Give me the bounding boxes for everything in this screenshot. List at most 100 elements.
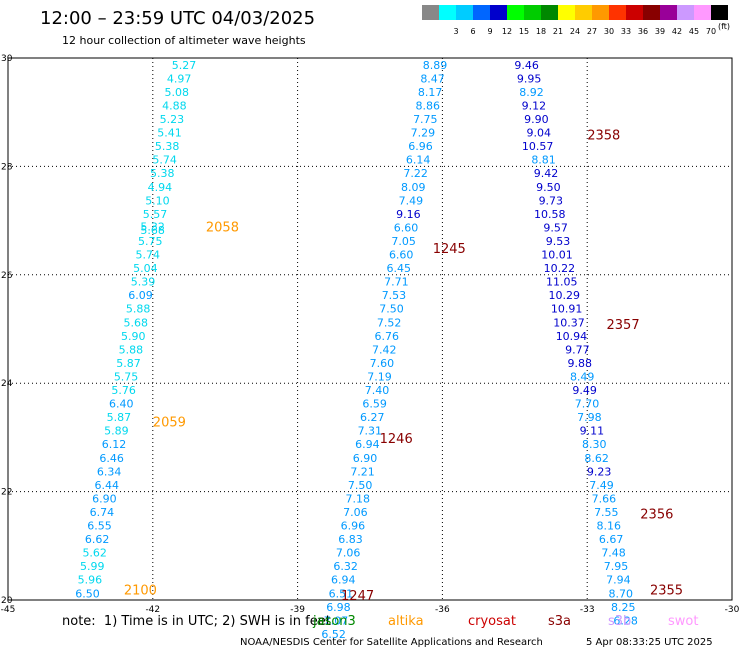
x-tick-label: -45 [1, 605, 16, 615]
satellite-cryosat: cryosat [468, 614, 516, 629]
wave-height-value: 7.06 [336, 547, 361, 560]
wave-height-value: 5.75 [114, 370, 139, 383]
legend-swatch [541, 5, 558, 20]
wave-height-value: 9.23 [587, 465, 612, 478]
y-tick-label: 24 [1, 379, 13, 389]
wave-height-value: 6.76 [374, 330, 399, 343]
legend-swatch [575, 5, 592, 20]
legend-label: 21 [552, 27, 564, 36]
pass-time-label: 2355 [650, 584, 683, 599]
legend-swatch [626, 5, 643, 20]
wave-height-value: 5.68 [140, 224, 165, 237]
legend-swatch [558, 5, 575, 20]
wave-height-value: 6.55 [87, 520, 112, 533]
wave-height-value: 6.94 [355, 438, 380, 451]
satellite-jason3: jason3 [313, 614, 356, 629]
pass-time-label: 2100 [124, 584, 157, 599]
map-title: 12:00 – 23:59 UTC 04/03/2025 [40, 8, 316, 29]
wave-height-value: 5.41 [157, 127, 182, 140]
wave-height-value: 5.32 [140, 220, 165, 233]
wave-height-value: 8.81 [531, 154, 556, 167]
y-tick-label: 22 [1, 488, 12, 498]
wave-height-value: 8.92 [519, 86, 544, 99]
wave-height-value: 5.08 [165, 86, 190, 99]
wave-height-value: 5.76 [111, 384, 136, 397]
generated-timestamp: 5 Apr 08:33:25 UTC 2025 [586, 637, 713, 648]
wave-height-value: 8.86 [415, 99, 440, 112]
wave-height-value: 4.94 [148, 181, 173, 194]
wave-height-value: 5.96 [78, 574, 103, 587]
wave-height-value: 10.91 [551, 303, 583, 316]
wave-height-value: 7.71 [384, 276, 409, 289]
wave-height-value: 6.94 [331, 574, 356, 587]
wave-height-value: 6.44 [95, 479, 120, 492]
y-tick-label: 30 [1, 54, 13, 64]
legend-swatch [660, 5, 677, 20]
wave-height-value: 6.90 [353, 452, 378, 465]
wave-height-value: 8.89 [423, 59, 448, 72]
legend-swatch [609, 5, 626, 20]
wave-height-value: 10.22 [544, 262, 576, 275]
wave-height-value: 6.40 [109, 398, 134, 411]
wave-height-value: 8.62 [584, 452, 609, 465]
wave-height-value: 6.52 [321, 628, 346, 641]
pass-time-label: 2356 [640, 508, 673, 523]
legend-unit: (ft) [718, 22, 731, 31]
legend-label: 9 [487, 27, 493, 36]
pass-time-label: 2058 [206, 220, 239, 235]
legend-label: 70 [705, 27, 717, 36]
wave-height-value: 7.05 [391, 235, 416, 248]
wave-height-value: 5.99 [80, 560, 105, 573]
legend-label: 24 [569, 27, 581, 36]
wave-height-value: 4.88 [162, 99, 187, 112]
y-tick-label: 20 [1, 596, 13, 606]
wave-height-value: 5.04 [133, 262, 158, 275]
wave-height-value: 7.95 [604, 560, 629, 573]
legend-swatch [456, 5, 473, 20]
x-tick-label: -39 [290, 605, 305, 615]
pass-time-label: 2358 [587, 128, 620, 143]
legend-label: 33 [620, 27, 632, 36]
wave-height-value: 7.94 [606, 574, 631, 587]
wave-height-value: 9.04 [527, 127, 552, 140]
credit-line: NOAA/NESDIS Center for Satellite Applica… [240, 637, 543, 648]
wave-height-value: 7.31 [358, 425, 383, 438]
y-tick-label: 28 [1, 162, 13, 172]
wave-height-value: 10.94 [556, 330, 588, 343]
wave-height-value: 9.16 [396, 208, 421, 221]
wave-height-value: 5.88 [126, 303, 151, 316]
wave-height-value: 7.98 [577, 411, 602, 424]
satellite-altika: altika [388, 614, 424, 629]
wave-height-value: 7.06 [343, 506, 368, 519]
legend-label: 18 [535, 27, 547, 36]
footnote: note: 1) Time is in UTC; 2) SWH is in fe… [62, 614, 331, 629]
wave-height-value: 6.34 [97, 465, 122, 478]
wave-height-value: 10.58 [534, 208, 566, 221]
map-frame [7, 57, 733, 601]
wave-height-value: 5.88 [119, 343, 144, 356]
wave-height-value: 5.57 [143, 208, 168, 221]
wave-height-value: 9.88 [568, 357, 593, 370]
legend-label: 6 [470, 27, 476, 36]
pass-time-label: 2059 [153, 416, 186, 431]
wave-height-value: 6.83 [338, 533, 363, 546]
legend-swatch [694, 5, 711, 20]
satellite-s3a: s3a [548, 614, 572, 629]
wave-height-value: 8.25 [611, 601, 636, 614]
wave-height-value: 7.19 [367, 370, 392, 383]
wave-height-value: 9.42 [534, 167, 559, 180]
wave-height-value: 5.89 [104, 425, 129, 438]
wave-height-value: 7.66 [592, 492, 617, 505]
pass-time-label: 1246 [380, 432, 413, 447]
wave-height-value: 7.22 [403, 167, 428, 180]
wave-height-value: 9.46 [514, 59, 539, 72]
wave-height-value: 9.57 [543, 221, 568, 234]
legend-label: 12 [501, 27, 513, 36]
wave-height-value: 6.45 [387, 262, 412, 275]
wave-height-value: 6.74 [90, 506, 115, 519]
x-tick-label: -30 [725, 605, 740, 615]
wave-height-value: 7.52 [377, 316, 402, 329]
wave-height-value: 7.48 [601, 547, 626, 560]
wave-height-value: 7.40 [365, 384, 390, 397]
wave-height-value: 5.27 [172, 59, 197, 72]
